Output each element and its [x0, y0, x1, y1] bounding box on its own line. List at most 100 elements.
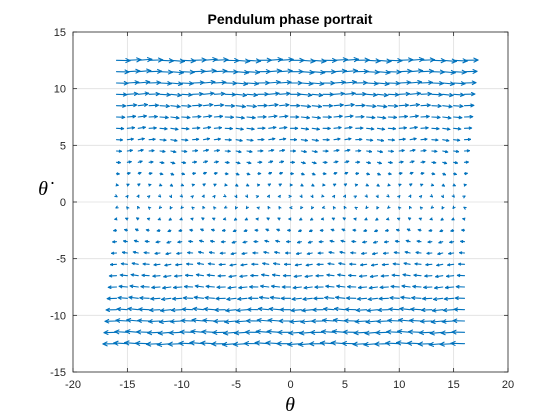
quiver-arrow-head	[440, 330, 446, 334]
quiver-arrow-head	[186, 263, 190, 266]
quiver-arrow-head	[123, 92, 128, 96]
quiver-arrow-head	[215, 160, 219, 163]
quiver-arrow-head	[462, 60, 468, 64]
quiver-arrow-shaft	[279, 92, 291, 95]
quiver-arrow-head	[292, 287, 297, 290]
quiver-arrow-head	[428, 341, 434, 346]
quiver-arrow-head	[273, 114, 278, 117]
quiver-arrow-head	[361, 253, 365, 255]
quiver-arrow-head	[326, 274, 330, 277]
quiver-arrow-head	[169, 321, 175, 324]
quiver-arrow-head	[108, 275, 113, 278]
quiver-arrow-shaft	[453, 71, 467, 73]
quiver-arrow-head	[117, 297, 122, 300]
quiver-arrow-head	[392, 263, 396, 266]
quiver-arrow-head	[158, 321, 164, 325]
quiver-arrow-head	[383, 104, 388, 108]
quiver-arrow-head	[148, 206, 151, 210]
quiver-arrow-head	[349, 114, 354, 117]
quiver-arrow-head	[365, 206, 369, 209]
quiver-arrow-head	[399, 172, 403, 174]
quiver-arrow-shaft	[114, 331, 128, 333]
quiver-arrow-head	[277, 194, 281, 198]
quiver-arrow-head	[397, 195, 401, 198]
quiver-arrow-head	[119, 138, 124, 141]
quiver-arrow-head	[374, 341, 380, 345]
quiver-arrow-head	[169, 206, 173, 210]
x-tick-label: -15	[119, 379, 135, 391]
quiver-arrow-shaft	[126, 319, 139, 322]
quiver-arrow-head	[457, 138, 461, 141]
quiver-arrow-head	[133, 91, 139, 95]
quiver-arrow-head	[190, 218, 194, 221]
quiver-arrow-head	[154, 114, 158, 118]
quiver-arrow-head	[386, 60, 392, 64]
quiver-arrow-head	[438, 92, 443, 96]
quiver-arrow-head	[155, 241, 159, 244]
quiver-arrow-head	[154, 103, 159, 106]
quiver-arrow-head	[314, 150, 318, 153]
quiver-arrow-shaft	[354, 320, 368, 323]
quiver-arrow-head	[172, 161, 176, 164]
quiver-arrow-shaft	[159, 116, 169, 119]
quiver-arrow-shaft	[202, 319, 215, 322]
quiver-arrow-head	[156, 80, 162, 84]
quiver-arrow-head	[265, 340, 271, 344]
quiver-arrow-head	[231, 92, 237, 96]
quiver-arrow-shaft	[442, 105, 453, 108]
quiver-arrow-head	[276, 228, 280, 232]
quiver-arrow-head	[375, 60, 381, 64]
quiver-arrow-head	[178, 72, 184, 75]
quiver-arrow-head	[331, 59, 338, 63]
quiver-arrow-head	[452, 206, 456, 209]
quiver-arrow-head	[472, 69, 478, 72]
quiver-arrow-shaft	[398, 70, 413, 73]
quiver-arrow-head	[355, 309, 361, 313]
quiver-arrow-head	[359, 275, 363, 278]
quiver-arrow-head	[157, 330, 163, 334]
quiver-arrow-head	[218, 126, 222, 129]
quiver-arrow-head	[429, 332, 435, 336]
quiver-arrow-head	[263, 103, 268, 107]
quiver-arrow-head	[401, 149, 405, 151]
quiver-arrow-head	[464, 172, 468, 174]
quiver-arrow-head	[233, 332, 240, 336]
quiver-arrow-shaft	[235, 93, 247, 96]
quiver-arrow-shaft	[181, 93, 193, 96]
quiver-arrow-shaft	[118, 285, 128, 288]
quiver-arrow-head	[171, 172, 175, 176]
quiver-arrow-head	[345, 297, 350, 301]
quiver-arrow-head	[407, 331, 413, 335]
quiver-arrow-head	[311, 206, 315, 210]
quiver-arrow-head	[185, 138, 189, 141]
quiver-arrow-head	[351, 80, 357, 83]
quiver-arrow-head	[145, 343, 152, 347]
quiver-arrow-head	[374, 71, 380, 75]
quiver-arrow-head	[165, 115, 169, 119]
quiver-arrow-head	[310, 329, 316, 334]
quiver-arrow-shaft	[213, 70, 228, 73]
quiver-arrow-head	[417, 229, 421, 232]
quiver-arrow-shaft	[170, 71, 184, 74]
quiver-arrow-head	[201, 194, 205, 198]
quiver-arrow-shaft	[366, 93, 378, 96]
quiver-arrow-head	[461, 71, 467, 75]
quiver-arrow-head	[276, 341, 282, 345]
quiver-arrow-head	[113, 342, 119, 346]
quiver-arrow-head	[123, 240, 126, 243]
quiver-arrow-head	[441, 321, 447, 324]
quiver-arrow-head	[210, 79, 216, 83]
quiver-arrow-head	[339, 103, 344, 106]
quiver-arrow-shaft	[148, 320, 161, 323]
quiver-arrow-head	[164, 264, 168, 267]
quiver-arrow-shaft	[335, 296, 346, 299]
quiver-arrow-head	[319, 229, 323, 232]
quiver-arrow-head	[324, 160, 328, 164]
quiver-arrow-head	[442, 183, 445, 187]
quiver-arrow-head	[127, 308, 132, 312]
quiver-arrow-head	[419, 206, 422, 210]
quiver-arrow-head	[301, 172, 305, 176]
quiver-arrow-shaft	[376, 71, 391, 74]
quiver-arrow-head	[180, 320, 186, 323]
quiver-arrow-head	[320, 218, 325, 221]
